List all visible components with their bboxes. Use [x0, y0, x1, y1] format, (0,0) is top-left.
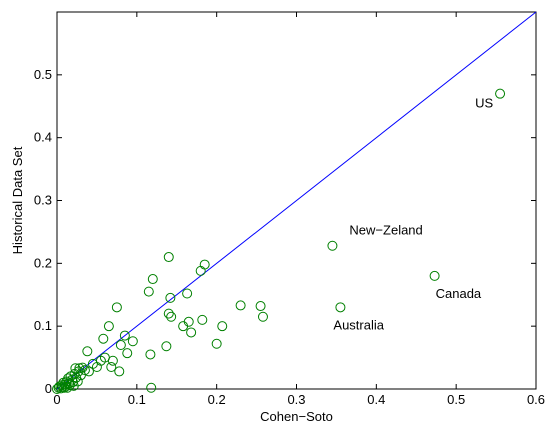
data-point [147, 274, 158, 285]
x-tick-label: 0.3 [287, 392, 305, 407]
data-point [127, 336, 138, 347]
data-point [111, 302, 122, 313]
data-point [166, 311, 177, 322]
data-point [74, 363, 85, 374]
data-point [211, 338, 222, 349]
data-point [163, 252, 174, 263]
data-point [327, 240, 338, 251]
data-point [83, 366, 94, 377]
x-axis-title: Cohen−Soto [260, 409, 333, 424]
data-point [199, 259, 210, 270]
x-tick-label: 0 [53, 392, 60, 407]
data-point [257, 311, 268, 322]
data-point [235, 300, 246, 311]
reference-line [56, 11, 537, 390]
data-point [183, 316, 194, 327]
y-tick-label: 0.4 [34, 130, 52, 145]
annotation-label: New−Zeland [349, 223, 422, 238]
x-tick-label: 0.6 [527, 392, 545, 407]
y-tick-label: 0.5 [34, 67, 52, 82]
data-point [255, 301, 266, 312]
x-tick-labels: 0 0.1 0.2 0.3 0.4 0.5 0.6 [53, 392, 545, 407]
annotation-label: US [475, 96, 493, 111]
data-point [119, 330, 130, 341]
y-axis-title: Historical Data Set [10, 146, 25, 254]
x-tick-label: 0.2 [208, 392, 226, 407]
data-points [52, 88, 506, 394]
y-tick-label: 0.2 [34, 255, 52, 270]
x-tick-label: 0.5 [447, 392, 465, 407]
data-point [79, 365, 90, 376]
data-point [335, 302, 346, 313]
data-point [429, 270, 440, 281]
annotation-label: Canada [436, 286, 482, 301]
data-point [106, 362, 117, 373]
data-point [165, 292, 176, 303]
y-tick-labels: 0 0.1 0.2 0.3 0.4 0.5 [34, 67, 52, 396]
data-point [98, 333, 109, 344]
data-point [114, 366, 125, 377]
data-point [186, 327, 197, 338]
data-point [72, 376, 83, 387]
data-point [103, 321, 114, 332]
x-tick-label: 0.1 [128, 392, 146, 407]
data-point [197, 314, 208, 325]
data-point [146, 382, 157, 393]
annotations: US New−Zeland Canada Australia [333, 96, 493, 333]
data-point [182, 288, 193, 299]
data-point [107, 355, 118, 366]
data-point [217, 321, 228, 332]
data-point [82, 346, 93, 357]
x-tick-label: 0.4 [367, 392, 385, 407]
axis-ticks [56, 12, 537, 390]
data-point [495, 88, 506, 99]
data-point [163, 308, 174, 319]
y-tick-label: 0.1 [34, 318, 52, 333]
y-tick-label: 0.3 [34, 193, 52, 208]
data-point [161, 341, 172, 352]
annotation-label: Australia [333, 317, 384, 332]
data-point [122, 348, 133, 359]
data-point [115, 340, 126, 351]
y-tick-label: 0 [45, 381, 52, 396]
data-point [145, 349, 156, 360]
data-point [143, 286, 154, 297]
